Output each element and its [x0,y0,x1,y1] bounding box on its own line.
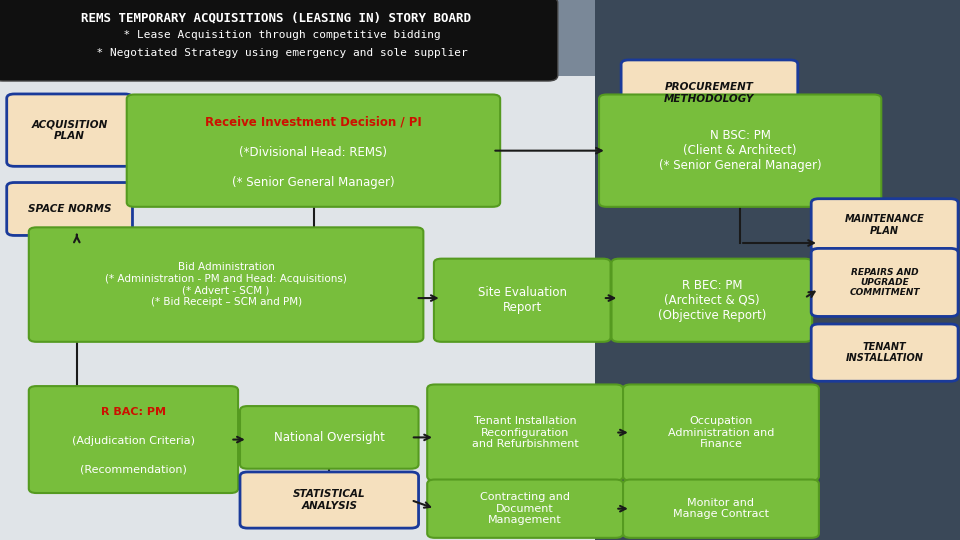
Text: Monitor and
Manage Contract: Monitor and Manage Contract [673,498,769,519]
FancyBboxPatch shape [811,199,958,252]
Text: * Negotiated Strategy using emergency and sole supplier: * Negotiated Strategy using emergency an… [84,48,468,58]
Text: Occupation
Administration and
Finance: Occupation Administration and Finance [668,416,774,449]
FancyBboxPatch shape [599,94,881,207]
Text: STATISTICAL
ANALYSIS: STATISTICAL ANALYSIS [293,489,366,511]
Text: N BSC: PM
(Client & Architect)
(* Senior General Manager): N BSC: PM (Client & Architect) (* Senior… [659,129,822,172]
Text: Contracting and
Document
Management: Contracting and Document Management [480,492,570,525]
FancyBboxPatch shape [29,386,238,493]
Text: (*Divisional Head: REMS): (*Divisional Head: REMS) [239,146,388,159]
FancyBboxPatch shape [811,324,958,381]
Bar [0,76,595,540]
Text: (Recommendation): (Recommendation) [80,465,187,475]
Text: MAINTENANCE
PLAN: MAINTENANCE PLAN [845,214,924,236]
FancyBboxPatch shape [623,384,819,481]
Bar [0,0,595,76]
Text: National Oversight: National Oversight [274,431,385,444]
Text: Site Evaluation
Report: Site Evaluation Report [478,286,566,314]
Text: * Lease Acquisition through competitive bidding: * Lease Acquisition through competitive … [110,30,441,40]
Text: REMS TEMPORARY ACQUISITIONS (LEASING IN) STORY BOARD: REMS TEMPORARY ACQUISITIONS (LEASING IN)… [81,12,470,25]
Text: R BAC: PM: R BAC: PM [101,407,166,417]
Text: ACQUISITION
PLAN: ACQUISITION PLAN [32,119,108,141]
FancyBboxPatch shape [0,0,558,81]
Text: (* Senior General Manager): (* Senior General Manager) [232,176,395,189]
Text: Tenant Installation
Reconfiguration
and Refurbishment: Tenant Installation Reconfiguration and … [471,416,579,449]
FancyBboxPatch shape [811,248,958,316]
Text: (Adjudication Criteria): (Adjudication Criteria) [72,436,195,446]
Text: Receive Investment Decision / PI: Receive Investment Decision / PI [205,115,421,128]
Text: REPAIRS AND
UPGRADE
COMMITMENT: REPAIRS AND UPGRADE COMMITMENT [850,267,920,298]
Text: R BEC: PM
(Architect & QS)
(Objective Report): R BEC: PM (Architect & QS) (Objective Re… [658,279,766,322]
FancyBboxPatch shape [7,183,132,235]
FancyBboxPatch shape [434,259,611,342]
Text: PROCUREMENT
METHODOLOGY: PROCUREMENT METHODOLOGY [664,82,755,104]
FancyBboxPatch shape [621,60,798,126]
Text: SPACE NORMS: SPACE NORMS [28,204,111,214]
FancyBboxPatch shape [612,259,812,342]
FancyBboxPatch shape [427,480,623,538]
FancyBboxPatch shape [240,406,419,469]
FancyBboxPatch shape [623,480,819,538]
FancyBboxPatch shape [127,94,500,207]
Text: Bid Administration
(* Administration - PM and Head: Acquisitions)
(* Advert - SC: Bid Administration (* Administration - P… [106,262,347,307]
FancyBboxPatch shape [240,472,419,528]
FancyBboxPatch shape [7,94,132,166]
Text: TENANT
INSTALLATION: TENANT INSTALLATION [846,342,924,363]
FancyBboxPatch shape [29,227,423,342]
FancyBboxPatch shape [427,384,623,481]
